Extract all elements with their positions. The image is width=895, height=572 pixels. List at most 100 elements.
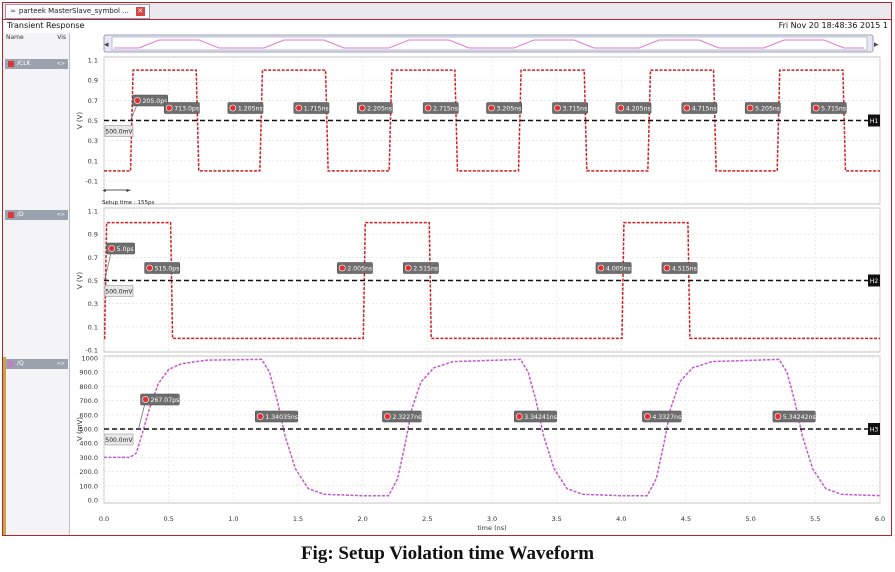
- threshold-tag-label: H1: [870, 118, 879, 125]
- y-tick-label: 100.0: [79, 482, 98, 490]
- x-tick-label: 0.0: [99, 515, 109, 523]
- selection-strip: [3, 357, 6, 535]
- marker-label: 2.205ns: [367, 106, 392, 113]
- marker-label: 3.205ns: [497, 106, 522, 113]
- marker-label-box: [337, 262, 373, 274]
- marker-dot: [774, 413, 782, 420]
- y-tick-label: 500.0: [79, 426, 98, 434]
- marker-dot: [663, 264, 671, 272]
- y-tick-label: 1.1: [88, 208, 98, 216]
- marker-label-box: [513, 410, 557, 423]
- x-tick-label: 1.0: [228, 515, 238, 523]
- marker-label-box: [661, 262, 698, 274]
- marker-dot: [515, 413, 523, 420]
- marker-label-box: [255, 410, 298, 423]
- x-tick-label: 6.0: [875, 515, 885, 523]
- marker-label-box: [293, 102, 330, 114]
- overview-trace: [114, 39, 864, 49]
- signal-name: /CLK: [17, 60, 31, 67]
- close-icon[interactable]: ✕: [135, 7, 145, 16]
- figure-caption: Fig: Setup Violation time Waveform: [300, 543, 595, 564]
- y-tick-label: 0.3: [88, 137, 98, 145]
- marker-label-box: [681, 102, 718, 114]
- signal-name: /Q: [17, 360, 24, 367]
- waveform-plot-area: ◂ ▸ 1.1 0.9 0.7 0.5 0.3 0.1 -0.1 V (V) 1.1 0.9 0.7 0.…: [76, 34, 885, 532]
- marker-dot: [746, 104, 754, 112]
- y-tick-label: 0.7: [88, 254, 98, 262]
- signal-color-swatch: [8, 212, 14, 218]
- d-trace: [103, 221, 880, 340]
- marker-label-box: [422, 102, 459, 114]
- marker-dot: [358, 104, 366, 112]
- marker-leader: [104, 253, 111, 281]
- marker-label-box: [810, 102, 847, 114]
- signal-color-swatch: [8, 61, 14, 67]
- marker-label: 5.205ns: [755, 106, 780, 113]
- x-tick-label: 2.5: [422, 515, 432, 523]
- marker-label: 4.515ns: [672, 266, 697, 273]
- marker-label: 4.715ns: [692, 106, 717, 113]
- y-axis-label: V (V): [76, 112, 84, 130]
- signal-color-swatch: [8, 361, 14, 367]
- y-tick-label: 0.7: [88, 97, 98, 105]
- setup-time-label: Setup time : 155ps: [102, 200, 155, 206]
- signal-clk[interactable]: /CLK <>: [5, 59, 68, 69]
- marker-label-box: [382, 410, 422, 423]
- expand-icon[interactable]: <>: [56, 61, 65, 67]
- marker-label: 2.005ns: [347, 266, 372, 273]
- x-tick-label: 1.5: [293, 515, 303, 523]
- x-axis-label: time (ns): [477, 524, 506, 532]
- scroll-right-icon: ▸: [874, 40, 879, 50]
- timestamp: Fri Nov 20 18:48:36 2015 1: [778, 21, 888, 30]
- signal-sidebar: Name Vis /CLK <> /D <> /Q <>: [3, 33, 70, 535]
- y-tick-label: 0.3: [88, 300, 98, 308]
- threshold-tag-label: H3: [870, 427, 879, 434]
- marker-label-box: [132, 94, 168, 107]
- y-tick-label: -0.1: [85, 347, 98, 355]
- marker-dot: [384, 413, 391, 420]
- y-axis-label: V (V): [76, 272, 84, 290]
- marker-label-box: [552, 102, 588, 114]
- marker-label-box: [772, 410, 816, 423]
- marker-label: 4.005ns: [606, 266, 631, 273]
- q-trace: [104, 358, 881, 497]
- x-tick-label: 3.5: [551, 515, 561, 523]
- marker-label: 1.715ns: [304, 106, 329, 113]
- y-tick-label: 700.0: [79, 397, 98, 405]
- marker-label: 2.515ns: [413, 266, 438, 273]
- marker-label: 4.205ns: [626, 106, 651, 113]
- marker-label: 3.715ns: [562, 106, 587, 113]
- expand-icon[interactable]: <>: [56, 361, 65, 367]
- marker-dot: [142, 396, 149, 403]
- y-tick-label: 1.1: [88, 57, 98, 65]
- marker-dot: [424, 104, 432, 112]
- tab-masterslave[interactable]: ≈ parteek MasterSlave_symbol ... ✕: [5, 4, 150, 19]
- threshold-tag: [868, 274, 880, 287]
- x-tick-label: 5.5: [810, 515, 820, 523]
- y-tick-label: 0.1: [88, 323, 98, 331]
- x-tick-label: 5.0: [745, 515, 755, 523]
- threshold-value-box: [104, 125, 134, 137]
- threshold-value-box: [104, 433, 134, 446]
- marker-label: 713.0ps: [174, 106, 199, 113]
- y-tick-label: 800.0: [79, 383, 98, 391]
- signal-q[interactable]: /Q <>: [5, 359, 68, 369]
- marker-label: 5.715ns: [821, 106, 846, 113]
- arrow-right-icon: ▸: [127, 187, 130, 194]
- waveform-icon: ≈: [10, 7, 16, 15]
- marker-label-box: [163, 102, 200, 114]
- y-axis-label: V (mV): [76, 417, 84, 441]
- marker-dot: [339, 264, 346, 272]
- expand-icon[interactable]: <>: [56, 212, 65, 218]
- y-tick-label: 900.0: [79, 369, 98, 377]
- signal-d[interactable]: /D <>: [5, 210, 68, 220]
- marker-label-box: [106, 242, 135, 255]
- y-tick-label: 300.0: [79, 454, 98, 462]
- marker-dot: [165, 104, 173, 112]
- threshold-tag: [868, 423, 880, 435]
- marker-dot: [812, 104, 820, 112]
- marker-dot: [597, 264, 605, 272]
- threshold-tag-label: H2: [870, 278, 879, 285]
- sidebar-header-name: Name: [6, 34, 24, 41]
- x-tick-label: 4.5: [681, 515, 691, 523]
